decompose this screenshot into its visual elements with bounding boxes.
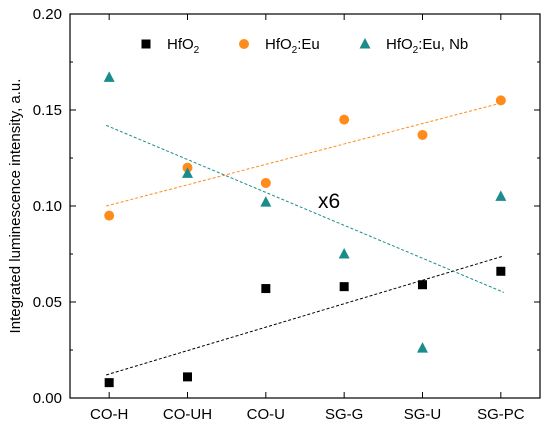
y-tick-label: 0.05 [33,294,62,311]
x-tick-label: CO-U [247,406,285,423]
data-point-square [496,266,506,276]
y-axis-title: Integrated luminescence intensity, a.u. [7,79,24,334]
data-point-circle [260,177,271,188]
data-point-square [183,372,192,382]
legend-marker [239,39,249,49]
trend-line-square [106,255,504,376]
y-tick-label: 0.00 [33,390,62,407]
data-point-square [339,282,349,292]
data-point-square [418,280,427,290]
x-tick-label: SG-G [325,406,363,423]
data-point-triangle [182,167,193,178]
plot-border [69,13,541,399]
data-point-triangle [417,342,428,353]
data-point-circle [339,114,350,125]
y-tick-label: 0.20 [33,6,62,23]
data-point-triangle [495,190,507,201]
y-tick-label: 0.10 [33,198,62,215]
data-point-circle [417,129,428,140]
trend-lines [105,101,505,376]
legend: HfO2 HfO2:Eu HfO2:Eu, Nb [141,36,468,56]
data-point-circle [104,210,115,221]
x-tick-label: SG-PC [477,406,525,423]
x-tick-label: CO-H [90,406,128,423]
legend-label: HfO2 [167,36,200,56]
x-tick-label: CO-UH [163,406,212,423]
data-point-circle [495,95,506,106]
data-point-triangle [260,196,272,207]
axis-ticks: 0.00 0.05 0.10 0.15 0.20 CO-H CO-UH CO-U SG-G SG-… [33,6,540,423]
y-tick-label: 0.15 [33,102,62,119]
trend-line-circle [106,101,504,207]
plot-frame [69,13,541,399]
legend-marker [359,38,371,49]
data-point-triangle [103,71,115,82]
annotation-x6: x6 [318,190,340,213]
trend-line-triangle [105,124,505,293]
legend-label: HfO2:Eu, Nb [386,36,468,56]
data-point-square [104,378,114,388]
legend-marker [141,39,151,49]
x-tick-label: SG-U [404,406,442,423]
data-point-square [261,284,271,294]
data-markers [103,71,507,388]
legend-label: HfO2:Eu [265,36,320,56]
data-point-triangle [338,248,350,259]
